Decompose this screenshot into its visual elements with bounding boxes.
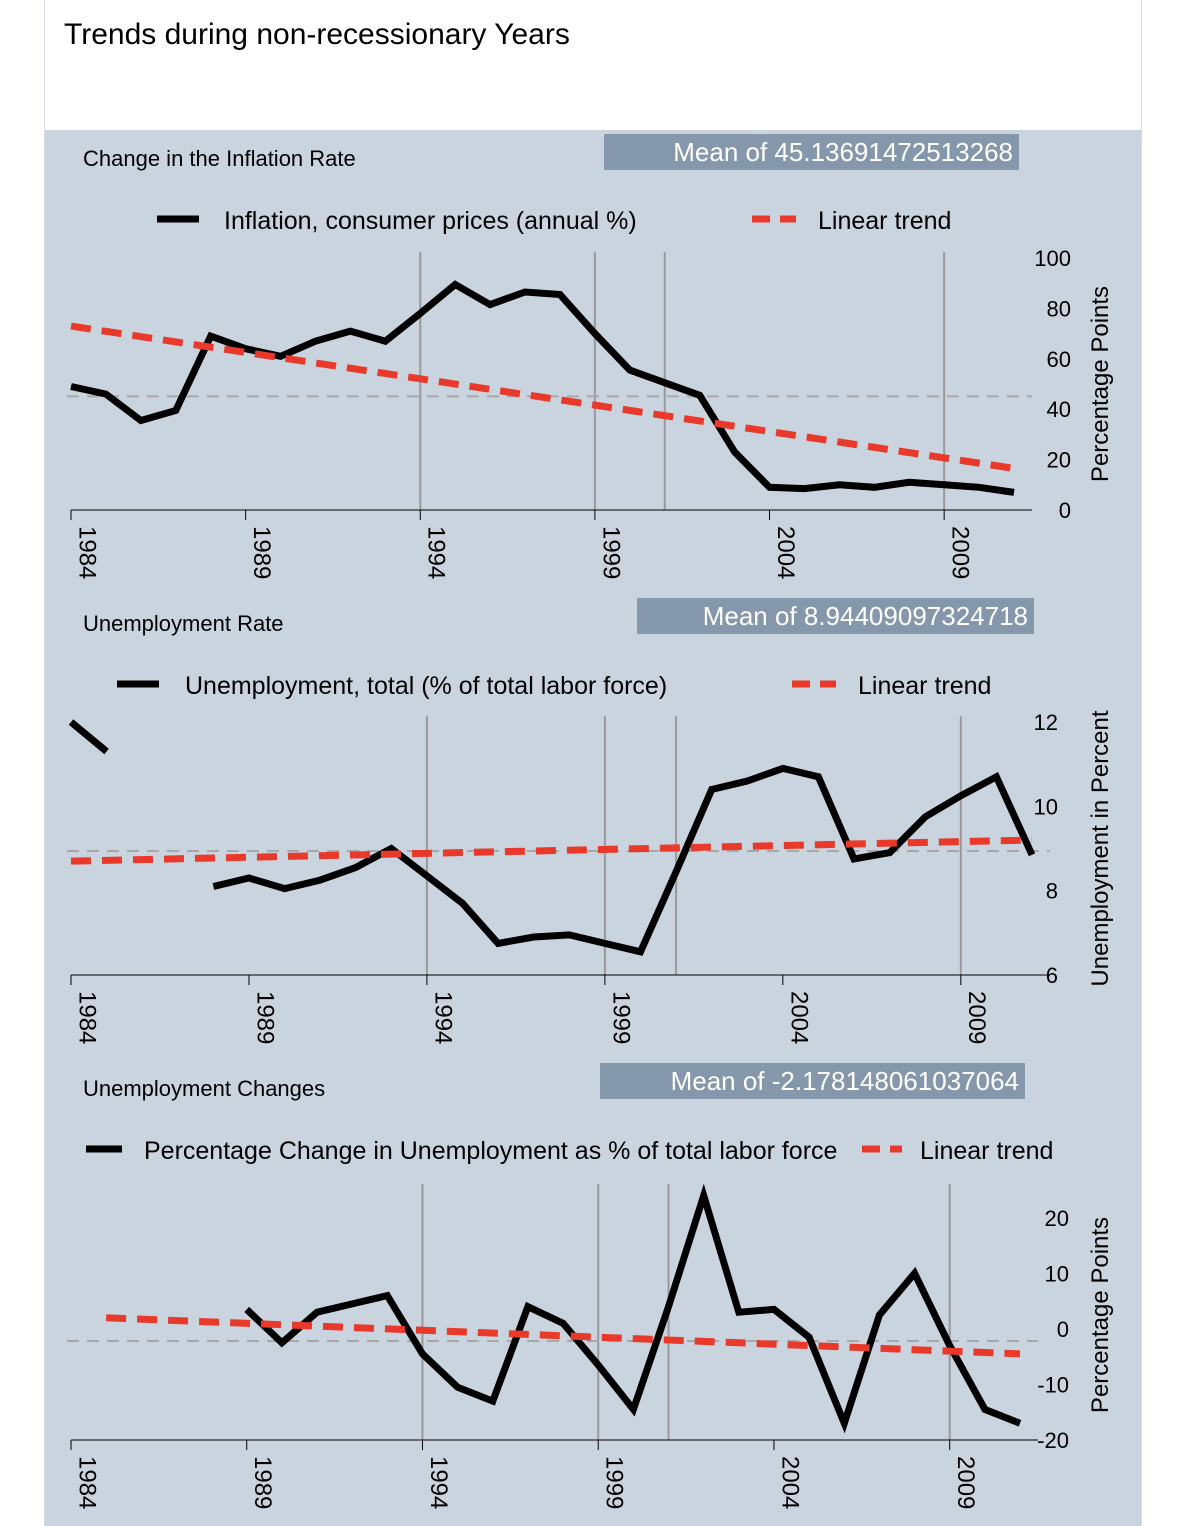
x-tick-label: 1989 [251,991,278,1044]
mean-label: Mean of 45.13691472513268 [673,137,1013,167]
y-tick-label: 100 [1034,246,1071,271]
page-frame [44,0,1142,1526]
panel-title: Unemployment Rate [83,611,284,636]
x-tick-label: 1989 [249,1456,276,1509]
x-tick-label: 2004 [772,526,799,579]
x-tick-label: 1999 [597,526,624,579]
x-tick-label: 1994 [429,991,456,1044]
title-area [45,0,1141,130]
legend-series-label: Percentage Change in Unemployment as % o… [144,1137,837,1165]
series-line [68,719,109,755]
series-line [212,764,1036,956]
mean-label-box [637,598,1034,634]
charts-background [45,130,1141,1526]
panel-title: Unemployment Changes [83,1076,325,1101]
panel-title: Change in the Inflation Rate [83,146,356,171]
mean-label: Mean of -2.178148061037064 [671,1066,1019,1096]
legend-trend-label: Linear trend [818,207,951,235]
y-tick-label: 0 [1059,498,1071,523]
legend-series-label: Unemployment, total (% of total labor fo… [185,672,667,700]
y-tick-label: -20 [1037,1428,1069,1453]
trend-line [70,322,1015,472]
legend-trend-label: Linear trend [858,672,991,700]
legend-series-label: Inflation, consumer prices (annual %) [224,207,637,235]
legend-trend-label: Linear trend [920,1137,1053,1165]
x-tick-label: 1999 [601,1456,628,1509]
y-tick-label: 0 [1057,1317,1069,1342]
x-tick-label: 1984 [73,1456,100,1509]
x-tick-label: 2004 [785,991,812,1044]
y-tick-label: 20 [1045,1206,1069,1231]
x-tick-label: 2009 [952,1456,979,1509]
y-tick-label: 6 [1046,963,1058,988]
series-line [70,280,1015,496]
x-tick-label: 1989 [248,526,275,579]
y-tick-label: 10 [1045,1261,1069,1286]
page-title: Trends during non-recessionary Years [64,18,570,51]
y-tick-label: 8 [1046,879,1058,904]
y-axis-label: Percentage Points [1087,1217,1114,1413]
x-tick-label: 1999 [607,991,634,1044]
x-tick-label: 2009 [947,526,974,579]
mean-label-box [600,1063,1025,1099]
y-tick-label: 60 [1047,347,1071,372]
x-tick-label: 1994 [425,1456,452,1509]
mean-label: Mean of 8.94409097324718 [703,601,1028,631]
y-axis-label: Unemployment in Percent [1087,710,1114,986]
trend-line [70,836,1033,865]
y-tick-label: 20 [1047,448,1071,473]
x-tick-label: 2009 [963,991,990,1044]
y-tick-label: 10 [1034,794,1058,819]
x-tick-label: 1984 [73,991,100,1044]
x-tick-label: 1984 [73,526,100,579]
y-axis-label: Percentage Points [1087,286,1114,482]
trend-line [106,1314,1021,1358]
y-tick-label: 40 [1047,397,1071,422]
x-tick-label: 1994 [423,526,450,579]
x-tick-label: 2004 [776,1456,803,1509]
y-tick-label: -10 [1037,1372,1069,1397]
series-line [244,1183,1022,1434]
y-tick-label: 80 [1047,296,1071,321]
mean-label-box [604,134,1019,170]
y-tick-label: 12 [1034,710,1058,735]
